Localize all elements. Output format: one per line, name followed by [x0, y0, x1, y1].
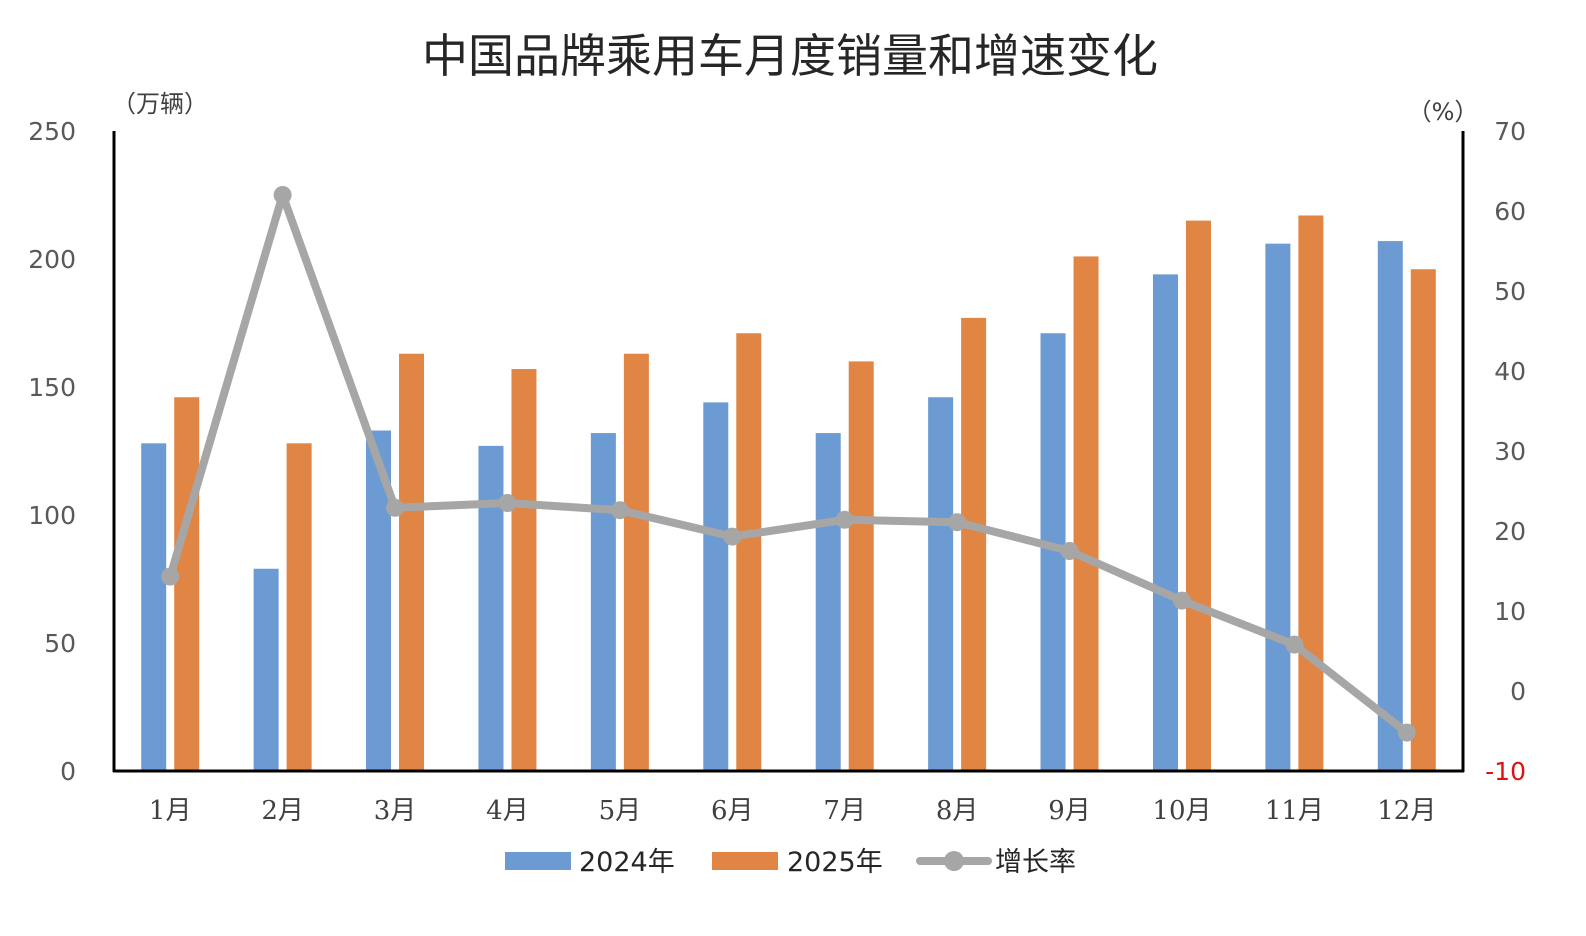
right-tick-label: 30 — [1494, 437, 1526, 466]
x-tick-label: 12月 — [1377, 796, 1436, 826]
left-tick-label: 50 — [44, 629, 76, 658]
x-tick-label: 9月 — [1048, 796, 1091, 826]
right-tick-label: -10 — [1485, 757, 1526, 786]
x-tick-label: 6月 — [711, 796, 754, 826]
bars-group — [141, 215, 1436, 772]
legend-label-growth: 增长率 — [995, 847, 1076, 878]
growth-point-11 — [1285, 635, 1304, 654]
left-tick-label: 0 — [60, 757, 76, 786]
bar-2025-12 — [1410, 269, 1436, 771]
left-axis-ticks: 0 50 100 150 200 250 — [28, 117, 76, 786]
right-axis-unit: （%） — [1408, 98, 1479, 126]
x-tick-label: 5月 — [599, 796, 642, 826]
growth-point-6 — [723, 527, 742, 546]
bar-2024-4 — [478, 445, 504, 771]
bar-2024-8 — [928, 397, 954, 771]
x-tick-label: 11月 — [1265, 796, 1324, 826]
axes-group — [112, 131, 1465, 773]
x-tick-label: 8月 — [936, 796, 979, 826]
bar-2025-2 — [286, 443, 312, 771]
legend-marker-growth — [944, 851, 964, 871]
bar-2025-6 — [736, 333, 762, 771]
legend: 2024年 2025年 增长率 — [505, 847, 1076, 878]
x-tick-label: 3月 — [374, 796, 417, 826]
right-tick-label: 60 — [1494, 197, 1526, 226]
bar-2024-7 — [815, 433, 841, 771]
right-axis-ticks: -10 0 10 20 30 40 50 60 70 — [1485, 117, 1526, 786]
left-tick-label: 150 — [28, 373, 76, 402]
legend-label-2025: 2025年 — [787, 847, 883, 878]
growth-line-group — [161, 186, 1416, 742]
left-axis-unit: （万辆） — [112, 90, 208, 118]
left-tick-label: 200 — [28, 245, 76, 274]
bar-2024-6 — [703, 402, 729, 771]
right-tick-label: 10 — [1494, 597, 1526, 626]
bar-2024-5 — [590, 433, 616, 771]
left-tick-label: 100 — [28, 501, 76, 530]
bar-2024-12 — [1377, 241, 1403, 771]
growth-point-2 — [273, 186, 292, 204]
right-tick-label: 20 — [1494, 517, 1526, 546]
growth-point-4 — [498, 494, 517, 512]
right-tick-label: 0 — [1510, 677, 1526, 706]
x-tick-label: 2月 — [261, 796, 304, 826]
bar-2025-8 — [961, 317, 987, 771]
growth-line — [166, 191, 1411, 737]
growth-point-9 — [1060, 542, 1079, 560]
bar-2025-4 — [511, 369, 537, 771]
growth-point-7 — [835, 510, 854, 529]
legend-swatch-2025 — [712, 852, 778, 870]
legend-label-2024: 2024年 — [579, 847, 675, 878]
bar-2025-3 — [399, 353, 425, 771]
bar-2024-11 — [1265, 243, 1291, 771]
bar-2025-10 — [1185, 220, 1211, 772]
bar-2024-2 — [253, 568, 279, 771]
bar-2025-7 — [848, 361, 874, 771]
growth-point-10 — [1172, 591, 1191, 610]
right-tick-label: 40 — [1494, 357, 1526, 386]
bar-2024-1 — [141, 443, 167, 771]
right-tick-label: 70 — [1494, 117, 1526, 146]
bar-2025-1 — [174, 397, 200, 771]
growth-point-8 — [948, 513, 967, 532]
legend-swatch-2024 — [505, 852, 571, 870]
bar-2025-11 — [1298, 215, 1324, 772]
chart-title: 中国品牌乘用车月度销量和增速变化 — [422, 29, 1158, 83]
growth-point-5 — [610, 501, 629, 520]
x-tick-label: 1月 — [149, 796, 192, 826]
x-tick-label: 7月 — [823, 796, 866, 826]
bar-2025-9 — [1073, 256, 1099, 771]
x-axis-ticks: 1月 2月 3月 4月 5月 6月 7月 8月 9月 10月 11月 12月 — [149, 796, 1436, 826]
right-tick-label: 50 — [1494, 277, 1526, 306]
growth-point-3 — [386, 498, 405, 517]
x-tick-label: 4月 — [486, 796, 529, 826]
bar-2025-5 — [623, 353, 649, 771]
x-tick-label: 10月 — [1152, 796, 1211, 826]
left-tick-label: 250 — [28, 117, 76, 146]
bar-2024-10 — [1152, 274, 1178, 771]
growth-point-12 — [1397, 723, 1416, 742]
growth-point-1 — [161, 567, 180, 586]
